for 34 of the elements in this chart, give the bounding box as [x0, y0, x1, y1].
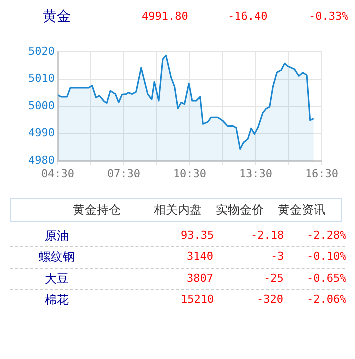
text: 3140 [187, 250, 214, 264]
text: -3 [271, 250, 284, 264]
text: -0.33% [309, 10, 349, 24]
y-tick-label: 5000 [28, 99, 55, 112]
text: 相关内盘 [154, 203, 202, 217]
x-tick-label: 13:30 [239, 167, 273, 180]
text: 大豆 [45, 272, 69, 286]
text: -2.06% [307, 293, 347, 307]
text: 黄金持仓 [73, 203, 121, 217]
text: 螺纹钢 [39, 250, 75, 264]
x-tick-label: 16:30 [305, 167, 339, 180]
text: -0.65% [307, 272, 347, 286]
text: 棉花 [45, 293, 69, 307]
y-tick-label: 4980 [28, 154, 55, 167]
y-tick-label: 5010 [28, 72, 55, 86]
text: 93.35 [181, 229, 214, 243]
x-tick-label: 07:30 [107, 167, 141, 180]
text: 3807 [187, 272, 214, 286]
y-tick-label: 5020 [28, 44, 55, 58]
text: -16.40 [228, 10, 268, 24]
y-tick-label: 4990 [28, 126, 55, 140]
text: -0.10% [307, 250, 347, 264]
text: -25 [264, 272, 284, 286]
text: 原油 [45, 229, 69, 243]
x-tick-label: 10:30 [173, 167, 207, 180]
chart-title: 黄金 [43, 9, 71, 25]
text: -320 [257, 293, 284, 307]
text: -2.18 [251, 229, 284, 243]
text: 黄金资讯 [278, 203, 326, 217]
text: -2.28% [307, 229, 347, 243]
text: 实物金价 [216, 203, 264, 217]
text: 15210 [181, 293, 214, 307]
x-tick-label: 04:30 [41, 167, 75, 180]
text: 4991.80 [142, 10, 188, 24]
